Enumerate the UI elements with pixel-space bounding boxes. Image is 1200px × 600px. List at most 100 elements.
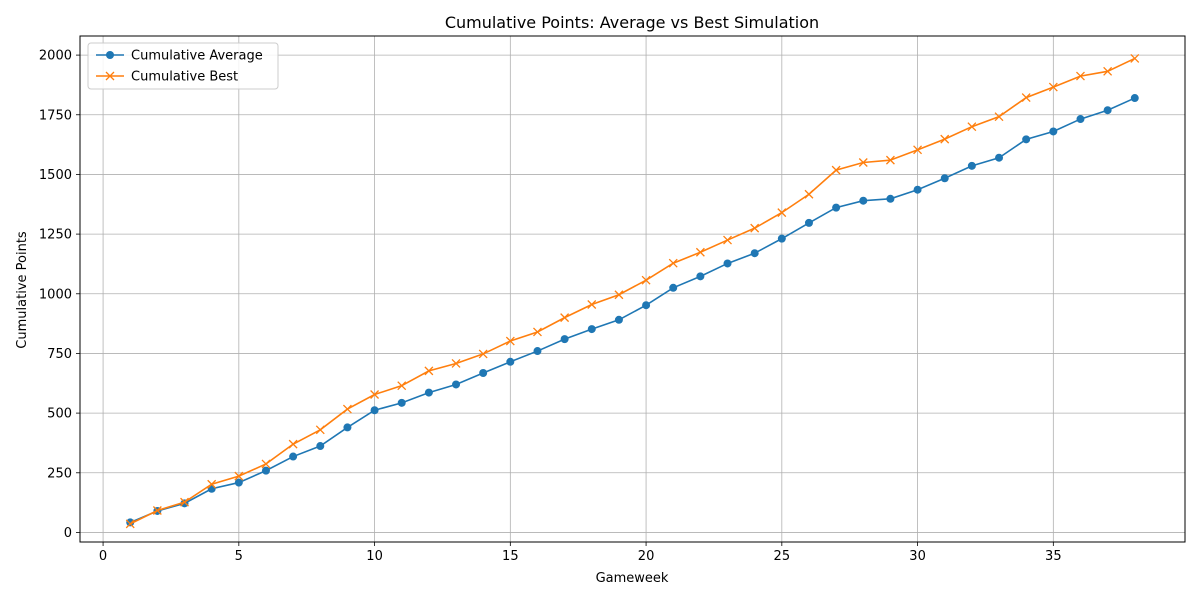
data-point: [695, 247, 705, 257]
data-point: [641, 275, 651, 285]
x-tick-label: 20: [638, 549, 655, 564]
data-point: [696, 272, 705, 281]
legend-label: Cumulative Best: [131, 70, 238, 85]
data-point: [967, 122, 977, 132]
data-point: [315, 425, 325, 435]
data-point: [1076, 71, 1085, 81]
data-point: [1021, 93, 1031, 103]
data-point: [995, 153, 1004, 162]
data-point: [1048, 82, 1058, 92]
chart-title: Cumulative Points: Average vs Best Simul…: [445, 13, 819, 32]
y-tick-label: 1000: [39, 287, 72, 302]
data-point: [913, 145, 923, 155]
data-point: [994, 112, 1004, 122]
data-point: [913, 185, 922, 194]
data-point: [967, 161, 976, 170]
x-tick-label: 35: [1045, 549, 1062, 564]
data-point: [614, 315, 623, 324]
y-tick-label: 750: [47, 347, 72, 362]
data-point: [940, 174, 949, 183]
plot-frame: [79, 35, 1186, 543]
y-tick-label: 1750: [39, 108, 72, 123]
data-point: [886, 194, 895, 203]
data-point: [831, 165, 841, 175]
series-2: [125, 53, 1140, 529]
data-point: [343, 423, 352, 432]
legend-box: [87, 42, 279, 90]
y-tick-label: 250: [47, 466, 72, 481]
data-point: [668, 258, 678, 268]
data-point: [777, 208, 787, 218]
data-point: [370, 406, 379, 415]
y-tick-label: 1500: [39, 168, 72, 183]
data-point: [316, 442, 325, 451]
data-point: [234, 478, 243, 487]
data-point: [452, 380, 461, 389]
data-point: [560, 335, 569, 344]
data-point: [750, 249, 759, 258]
data-point: [478, 349, 488, 359]
data-point: [125, 519, 135, 529]
data-point: [1130, 53, 1140, 63]
data-point: [669, 283, 678, 292]
data-point: [587, 300, 597, 309]
data-point: [261, 459, 271, 469]
legend-label: Cumulative Average: [131, 49, 263, 64]
x-axis-label: Gameweek: [596, 571, 669, 586]
data-point: [370, 390, 380, 399]
data-point: [479, 369, 488, 378]
data-point: [832, 203, 841, 212]
data-point: [234, 471, 244, 481]
data-point: [424, 388, 433, 397]
series-line: [129, 97, 1136, 524]
data-point: [1022, 135, 1031, 144]
series-layer: [125, 53, 1140, 529]
data-point: [505, 336, 515, 346]
grid: [80, 36, 1185, 542]
data-point: [424, 366, 434, 376]
data-point: [126, 518, 135, 527]
data-point: [288, 439, 298, 449]
data-point: [885, 155, 895, 165]
legend: Cumulative Average Cumulative Best: [87, 42, 279, 90]
y-tick-label: 1250: [39, 228, 72, 243]
legend-marker: [105, 71, 115, 81]
data-point: [940, 134, 950, 144]
legend-item: Cumulative Best: [96, 70, 238, 85]
data-point: [614, 290, 624, 300]
data-point: [289, 452, 298, 461]
data-point: [1076, 115, 1085, 124]
data-point: [533, 347, 542, 356]
y-tick-label: 2000: [39, 49, 72, 64]
x-tick-label: 0: [99, 549, 107, 564]
data-point: [560, 313, 570, 323]
x-tick-label: 5: [235, 549, 243, 564]
x-tick-label: 30: [909, 549, 926, 564]
data-point: [858, 158, 868, 167]
data-point: [1103, 66, 1113, 76]
data-point: [587, 325, 596, 334]
data-point: [723, 235, 732, 245]
data-point: [1130, 94, 1139, 103]
data-point: [804, 218, 813, 227]
data-point: [207, 479, 217, 489]
data-point: [506, 357, 515, 366]
data-point: [397, 398, 406, 407]
data-point: [804, 189, 814, 199]
legend-item: Cumulative Average: [96, 49, 263, 64]
data-point: [777, 234, 786, 243]
data-point: [342, 404, 352, 414]
data-point: [451, 359, 461, 368]
x-tick-label: 10: [366, 549, 383, 564]
data-point: [642, 301, 651, 310]
data-point: [750, 223, 760, 233]
x-tick-label: 25: [774, 549, 791, 564]
data-point: [723, 259, 732, 268]
legend-marker: [106, 51, 114, 59]
x-tick-label: 15: [502, 549, 519, 564]
data-point: [1103, 106, 1112, 115]
y-tick-label: 500: [47, 407, 72, 422]
data-point: [180, 497, 189, 507]
data-point: [397, 381, 407, 391]
